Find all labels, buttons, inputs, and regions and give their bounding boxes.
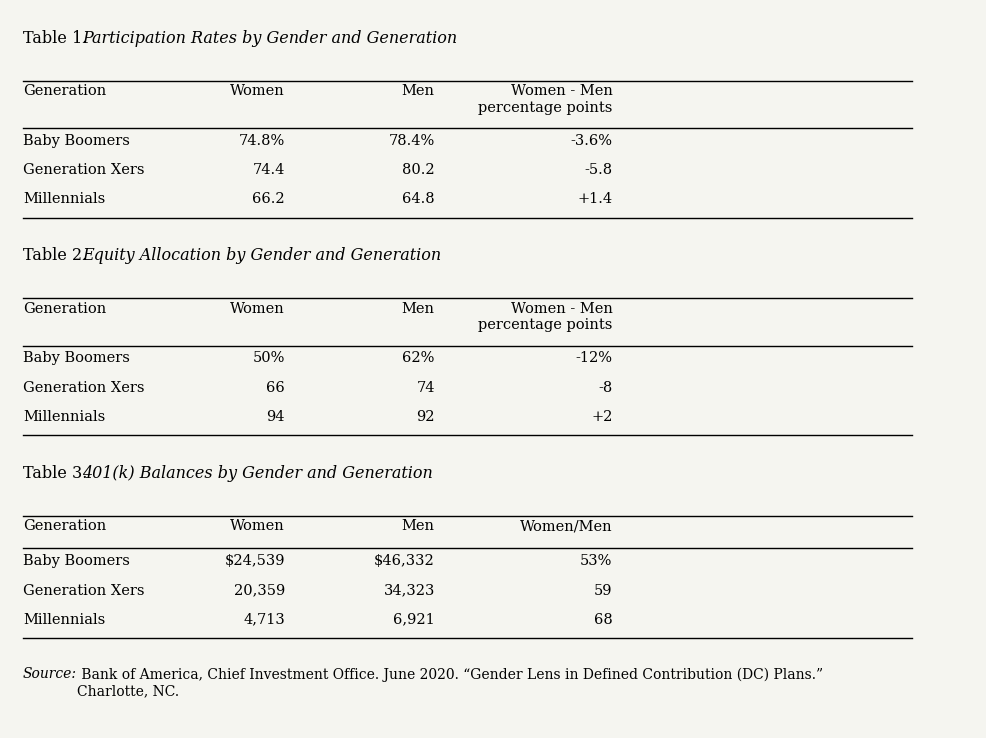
Text: 50%: 50%	[252, 351, 285, 365]
Text: 68: 68	[594, 613, 612, 627]
Text: Millennials: Millennials	[23, 193, 106, 207]
Text: Millennials: Millennials	[23, 613, 106, 627]
Text: $24,539: $24,539	[225, 554, 285, 568]
Text: Bank of America, Chief Investment Office. June 2020. “Gender Lens in Defined Con: Bank of America, Chief Investment Office…	[77, 667, 823, 698]
Text: Women: Women	[231, 520, 285, 534]
Text: Men: Men	[401, 84, 435, 98]
Text: 74: 74	[416, 381, 435, 395]
Text: -8: -8	[599, 381, 612, 395]
Text: 53%: 53%	[580, 554, 612, 568]
Text: Participation Rates by Gender and Generation: Participation Rates by Gender and Genera…	[82, 30, 457, 46]
Text: Generation Xers: Generation Xers	[23, 163, 144, 177]
Text: 66.2: 66.2	[252, 193, 285, 207]
Text: Millennials: Millennials	[23, 410, 106, 424]
Text: Generation: Generation	[23, 302, 106, 316]
Text: Table 2.: Table 2.	[23, 247, 93, 264]
Text: 64.8: 64.8	[402, 193, 435, 207]
Text: 74.8%: 74.8%	[239, 134, 285, 148]
Text: -12%: -12%	[576, 351, 612, 365]
Text: +1.4: +1.4	[578, 193, 612, 207]
Text: 20,359: 20,359	[234, 584, 285, 598]
Text: Source:: Source:	[23, 667, 77, 681]
Text: Baby Boomers: Baby Boomers	[23, 554, 130, 568]
Text: -5.8: -5.8	[585, 163, 612, 177]
Text: Generation: Generation	[23, 84, 106, 98]
Text: 74.4: 74.4	[252, 163, 285, 177]
Text: 62%: 62%	[402, 351, 435, 365]
Text: 78.4%: 78.4%	[388, 134, 435, 148]
Text: Baby Boomers: Baby Boomers	[23, 351, 130, 365]
Text: Women - Men
percentage points: Women - Men percentage points	[478, 84, 612, 114]
Text: 94: 94	[266, 410, 285, 424]
Text: 80.2: 80.2	[402, 163, 435, 177]
Text: Women/Men: Women/Men	[520, 520, 612, 534]
Text: Generation: Generation	[23, 520, 106, 534]
Text: Women: Women	[231, 302, 285, 316]
Text: Women: Women	[231, 84, 285, 98]
Text: 6,921: 6,921	[393, 613, 435, 627]
Text: 59: 59	[595, 584, 612, 598]
Text: 401(k) Balances by Gender and Generation: 401(k) Balances by Gender and Generation	[82, 465, 433, 482]
Text: Men: Men	[401, 302, 435, 316]
Text: -3.6%: -3.6%	[571, 134, 612, 148]
Text: 66: 66	[266, 381, 285, 395]
Text: Generation Xers: Generation Xers	[23, 584, 144, 598]
Text: Men: Men	[401, 520, 435, 534]
Text: Baby Boomers: Baby Boomers	[23, 134, 130, 148]
Text: Table 1.: Table 1.	[23, 30, 93, 46]
Text: 92: 92	[416, 410, 435, 424]
Text: Generation Xers: Generation Xers	[23, 381, 144, 395]
Text: Table 3.: Table 3.	[23, 465, 93, 482]
Text: +2: +2	[592, 410, 612, 424]
Text: Women - Men
percentage points: Women - Men percentage points	[478, 302, 612, 332]
Text: $46,332: $46,332	[374, 554, 435, 568]
Text: 4,713: 4,713	[244, 613, 285, 627]
Text: 34,323: 34,323	[384, 584, 435, 598]
Text: Equity Allocation by Gender and Generation: Equity Allocation by Gender and Generati…	[82, 247, 441, 264]
